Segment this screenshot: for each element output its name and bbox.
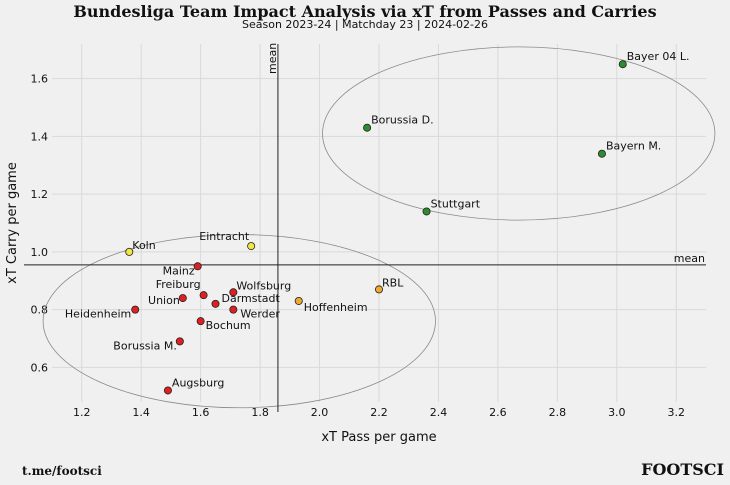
team-label: Hoffenheim — [304, 301, 368, 314]
team-label: Heidenheim — [65, 308, 131, 321]
y-tick-label: 1.0 — [31, 246, 49, 259]
y-axis-label: xT Carry per game — [5, 162, 20, 284]
source-credit: t.me/footsci — [22, 464, 102, 478]
chart-subtitle: Season 2023-24 | Matchday 23 | 2024-02-2… — [242, 18, 488, 31]
x-tick-label: 1.6 — [192, 406, 210, 419]
y-tick-label: 0.8 — [31, 304, 49, 317]
team-point — [131, 305, 140, 314]
x-tick-label: 1.8 — [251, 406, 269, 419]
team-label: Union — [148, 294, 180, 307]
team-label: Darmstadt — [222, 292, 281, 305]
team-label: Augsburg — [172, 376, 224, 389]
brand-logo: FOOTSCI — [641, 460, 724, 479]
x-axis-label: xT Pass per game — [321, 430, 436, 445]
team-point — [597, 149, 606, 158]
team-label: Eintracht — [199, 230, 250, 243]
team-label: Koln — [132, 239, 155, 252]
team-label: RBL — [382, 276, 404, 289]
team-label: Bayern M. — [606, 140, 661, 153]
x-tick-label: 1.2 — [73, 406, 91, 419]
team-point — [294, 296, 303, 305]
y-tick-label: 0.6 — [31, 361, 49, 374]
team-label: Wolfsburg — [236, 279, 291, 292]
team-point — [178, 294, 187, 303]
mean-vertical-label: mean — [266, 43, 279, 74]
team-label: Freiburg — [156, 278, 201, 291]
y-tick-label: 1.4 — [31, 130, 49, 143]
cluster-ellipse — [322, 46, 716, 221]
x-tick-label: 2.6 — [489, 406, 507, 419]
team-point — [374, 285, 383, 294]
team-label: Mainz — [163, 264, 195, 277]
team-label: Werder — [240, 308, 280, 321]
team-label: Bayer 04 L. — [627, 50, 690, 63]
chart-title: Bundesliga Team Impact Analysis via xT f… — [73, 2, 657, 21]
team-point — [422, 207, 431, 216]
team-point — [199, 291, 208, 300]
cluster-ellipse — [42, 234, 436, 409]
team-label: Borussia M. — [113, 339, 177, 352]
x-tick-label: 2.0 — [311, 406, 329, 419]
y-tick-label: 1.6 — [31, 73, 49, 86]
team-label: Bochum — [206, 319, 251, 332]
x-tick-label: 2.2 — [370, 406, 388, 419]
team-point — [193, 262, 202, 271]
team-point — [229, 305, 238, 314]
y-tick-label: 1.2 — [31, 188, 49, 201]
team-point — [196, 317, 205, 326]
team-point — [247, 242, 256, 251]
team-point — [363, 123, 372, 132]
x-tick-label: 2.4 — [430, 406, 448, 419]
team-point — [229, 288, 238, 297]
team-label: Borussia D. — [371, 114, 434, 127]
team-point — [211, 299, 220, 308]
x-tick-label: 2.8 — [549, 406, 567, 419]
mean-horizontal-label: mean — [674, 252, 705, 265]
x-tick-label: 3.2 — [668, 406, 686, 419]
team-label: Stuttgart — [431, 197, 481, 210]
team-point — [618, 60, 627, 69]
team-point — [163, 386, 172, 395]
team-point — [175, 337, 184, 346]
team-point — [125, 247, 134, 256]
x-tick-label: 1.4 — [132, 406, 150, 419]
x-tick-label: 3.0 — [608, 406, 626, 419]
